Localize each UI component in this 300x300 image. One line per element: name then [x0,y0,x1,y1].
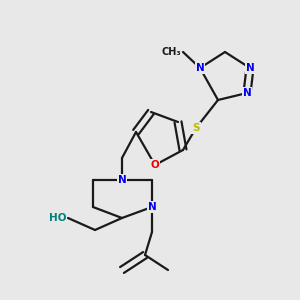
Text: CH₃: CH₃ [161,47,181,57]
Text: N: N [243,88,251,98]
Text: N: N [148,202,156,212]
Text: N: N [196,63,204,73]
Text: N: N [118,175,126,185]
Text: S: S [192,123,200,133]
Text: O: O [151,160,159,170]
Text: N: N [246,63,254,73]
Text: HO: HO [49,213,66,223]
